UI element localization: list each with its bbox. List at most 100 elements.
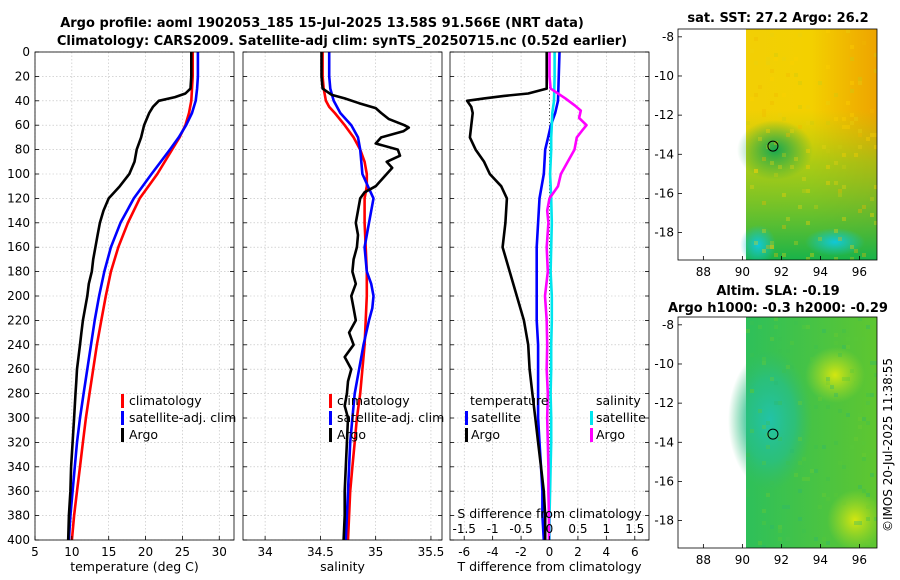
lat-tick-label: -10: [654, 69, 674, 83]
map-pixel: [814, 537, 818, 541]
map-pixel: [774, 53, 778, 57]
map-pixel: [746, 489, 750, 493]
map-pixel: [826, 121, 830, 125]
legend-s-argo-label: Argo: [596, 427, 625, 442]
map-pixel: [774, 173, 778, 177]
map-pixel: [838, 193, 842, 197]
map-pixel: [874, 321, 877, 325]
map-pixel: [798, 517, 802, 521]
map-pixel: [842, 165, 846, 169]
title-line-1: Argo profile: aoml 1902053_185 15-Jul-20…: [60, 16, 584, 31]
lat-tick-label: -10: [654, 357, 674, 371]
map-pixel: [782, 505, 786, 509]
map-pixel: [858, 485, 862, 489]
map-pixel: [794, 57, 798, 61]
depth-tick-label: 0: [22, 45, 30, 59]
map-pixel: [774, 93, 778, 97]
map-pixel: [874, 69, 877, 73]
map-pixel: [790, 449, 794, 453]
map-pixel: [746, 493, 750, 497]
map-pixel: [858, 417, 862, 421]
map-pixel: [870, 361, 874, 365]
map-pixel: [862, 337, 866, 341]
map-pixel: [842, 377, 846, 381]
temperature-panel: 0 20 40 60 80 100 120 140 160 180 200 220 240 260 280 3…: [7, 45, 236, 574]
map-pixel: [814, 205, 818, 209]
lat-tick-label: -8: [662, 30, 674, 44]
map-pixel: [818, 237, 822, 241]
map-pixel: [778, 349, 782, 353]
map-pixel: [766, 445, 770, 449]
depth-tick-label: 40: [15, 94, 30, 108]
map-pixel: [818, 397, 822, 401]
map-pixel: [866, 401, 870, 405]
map-pixel: [786, 133, 790, 137]
map-pixel: [874, 133, 877, 137]
map-pixel: [874, 361, 877, 365]
map-pixel: [762, 357, 766, 361]
map-pixel: [766, 57, 770, 61]
map-pixel: [750, 185, 754, 189]
map-pixel: [834, 181, 838, 185]
map-pixel: [798, 437, 802, 441]
map-pixel: [838, 353, 842, 357]
map-pixel: [758, 325, 762, 329]
map-pixel: [778, 165, 782, 169]
salinity-panel: 34 34.5 35 35.5 salinity climatology satell…: [242, 51, 444, 574]
map-pixel: [846, 413, 850, 417]
map-pixel: [782, 117, 786, 121]
map-pixel: [854, 337, 858, 341]
map-pixel: [782, 225, 786, 229]
map-pixel: [822, 537, 826, 541]
x-tick-label: 10: [64, 545, 79, 559]
map-pixel: [814, 405, 818, 409]
map-pixel: [762, 521, 766, 525]
map-pixel: [810, 253, 814, 257]
legend-sal-title: salinity: [596, 393, 641, 408]
s-diff-tick-label: 1.5: [625, 522, 644, 536]
legend-argo-swatch: [121, 428, 124, 442]
lat-tick-label: -14: [654, 147, 674, 161]
map-pixel: [870, 109, 874, 113]
map-pixel: [862, 205, 866, 209]
s-diff-tick-label: 0: [546, 522, 554, 536]
map-pixel: [850, 45, 854, 49]
map-pixel: [874, 373, 877, 377]
map-pixel: [862, 253, 866, 257]
map-pixel: [870, 449, 874, 453]
lon-tick-label: 94: [813, 265, 828, 279]
lon-tick-label: 90: [735, 553, 750, 567]
map-pixel: [802, 325, 806, 329]
map-pixel: [862, 441, 866, 445]
map-pixel: [838, 409, 842, 413]
map-pixel: [850, 89, 854, 93]
map-pixel: [842, 117, 846, 121]
map-pixel: [866, 505, 870, 509]
lat-tick-label: -18: [654, 514, 674, 528]
map-pixel: [874, 53, 877, 57]
map-pixel: [850, 245, 854, 249]
map-pixel: [778, 537, 782, 541]
lat-tick-label: -8: [662, 318, 674, 332]
map-pixel: [834, 161, 838, 165]
legend-s-sat-swatch: [590, 411, 593, 425]
series-line-t-argo: [465, 52, 549, 540]
map-pixel: [766, 493, 770, 497]
sla-high-patch: [805, 347, 865, 403]
map-pixel: [870, 393, 874, 397]
map-pixel: [826, 101, 830, 105]
map-pixel: [870, 197, 874, 201]
map-pixel: [834, 257, 838, 260]
map-pixel: [782, 253, 786, 257]
map-pixel: [782, 153, 786, 157]
map-pixel: [754, 37, 758, 41]
temperature-legend: climatology satellite-adj. clim Argo: [121, 393, 236, 442]
lon-tick-label: 96: [852, 265, 867, 279]
map-pixel: [806, 121, 810, 125]
map-pixel: [814, 469, 818, 473]
map-pixel: [842, 501, 846, 505]
map-pixel: [770, 525, 774, 529]
map-pixel: [826, 149, 830, 153]
map-pixel: [750, 321, 754, 325]
